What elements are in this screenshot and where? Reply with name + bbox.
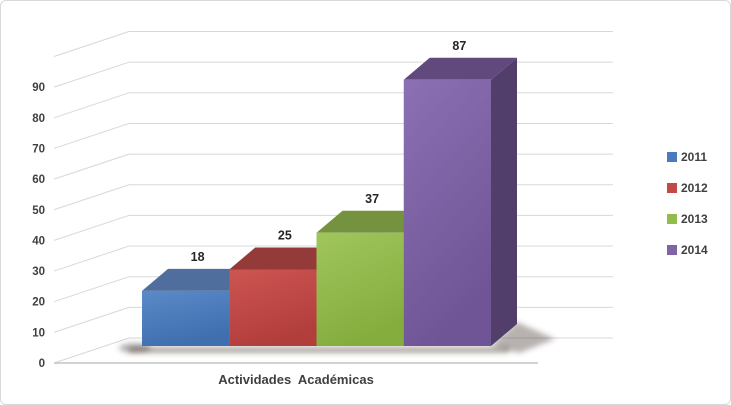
bar-top-face (142, 268, 256, 291)
bar-top-face (229, 247, 343, 270)
legend-label: 2014 (681, 242, 708, 257)
bar-front-face (403, 79, 491, 346)
x-axis-title: Actividades Académicas (218, 372, 374, 387)
legend-item-2013[interactable]: 2013 (667, 203, 708, 234)
data-label-2014: 87 (452, 39, 466, 53)
y-tick-label-30: 30 (32, 266, 45, 278)
y-tick-label-0: 0 (39, 358, 45, 370)
bar-top-face (316, 210, 430, 233)
legend-swatch-icon (667, 151, 677, 162)
legend-label: 2013 (681, 211, 708, 226)
gridline-90 (53, 61, 613, 88)
legend-label: 2012 (681, 180, 708, 195)
gridline-70 (53, 122, 613, 149)
legend-label: 2011 (681, 149, 708, 164)
gridline-100 (53, 31, 613, 57)
legend-swatch-icon (667, 213, 677, 224)
legend-item-2011[interactable]: 2011 (667, 141, 708, 172)
bar-front-face (229, 269, 317, 346)
legend: 2011 2012 2013 2014 (667, 141, 708, 265)
y-tick-label-40: 40 (32, 235, 45, 247)
data-label-2012: 25 (278, 229, 292, 243)
bar-top-face (403, 57, 517, 80)
y-tick-label-50: 50 (32, 205, 45, 217)
bar-2014[interactable] (403, 57, 517, 346)
y-tick-label-60: 60 (32, 174, 45, 186)
gridline-80 (53, 92, 613, 119)
legend-swatch-icon (667, 244, 677, 255)
bar-side-face (491, 57, 517, 346)
y-tick-label-20: 20 (32, 297, 45, 309)
bar-front-face (316, 232, 404, 346)
y-tick-label-70: 70 (32, 143, 45, 155)
legend-item-2012[interactable]: 2012 (667, 172, 708, 203)
y-tick-label-80: 80 (32, 113, 45, 125)
gridline-50 (53, 184, 613, 211)
y-tick-label-90: 90 (32, 82, 45, 94)
bar-front-face (142, 290, 230, 346)
legend-swatch-icon (667, 182, 677, 193)
data-label-2011: 18 (191, 250, 205, 264)
gridline-60 (53, 153, 613, 180)
data-label-2013: 37 (365, 192, 379, 206)
legend-item-2014[interactable]: 2014 (667, 234, 708, 265)
y-tick-label-10: 10 (32, 327, 45, 339)
